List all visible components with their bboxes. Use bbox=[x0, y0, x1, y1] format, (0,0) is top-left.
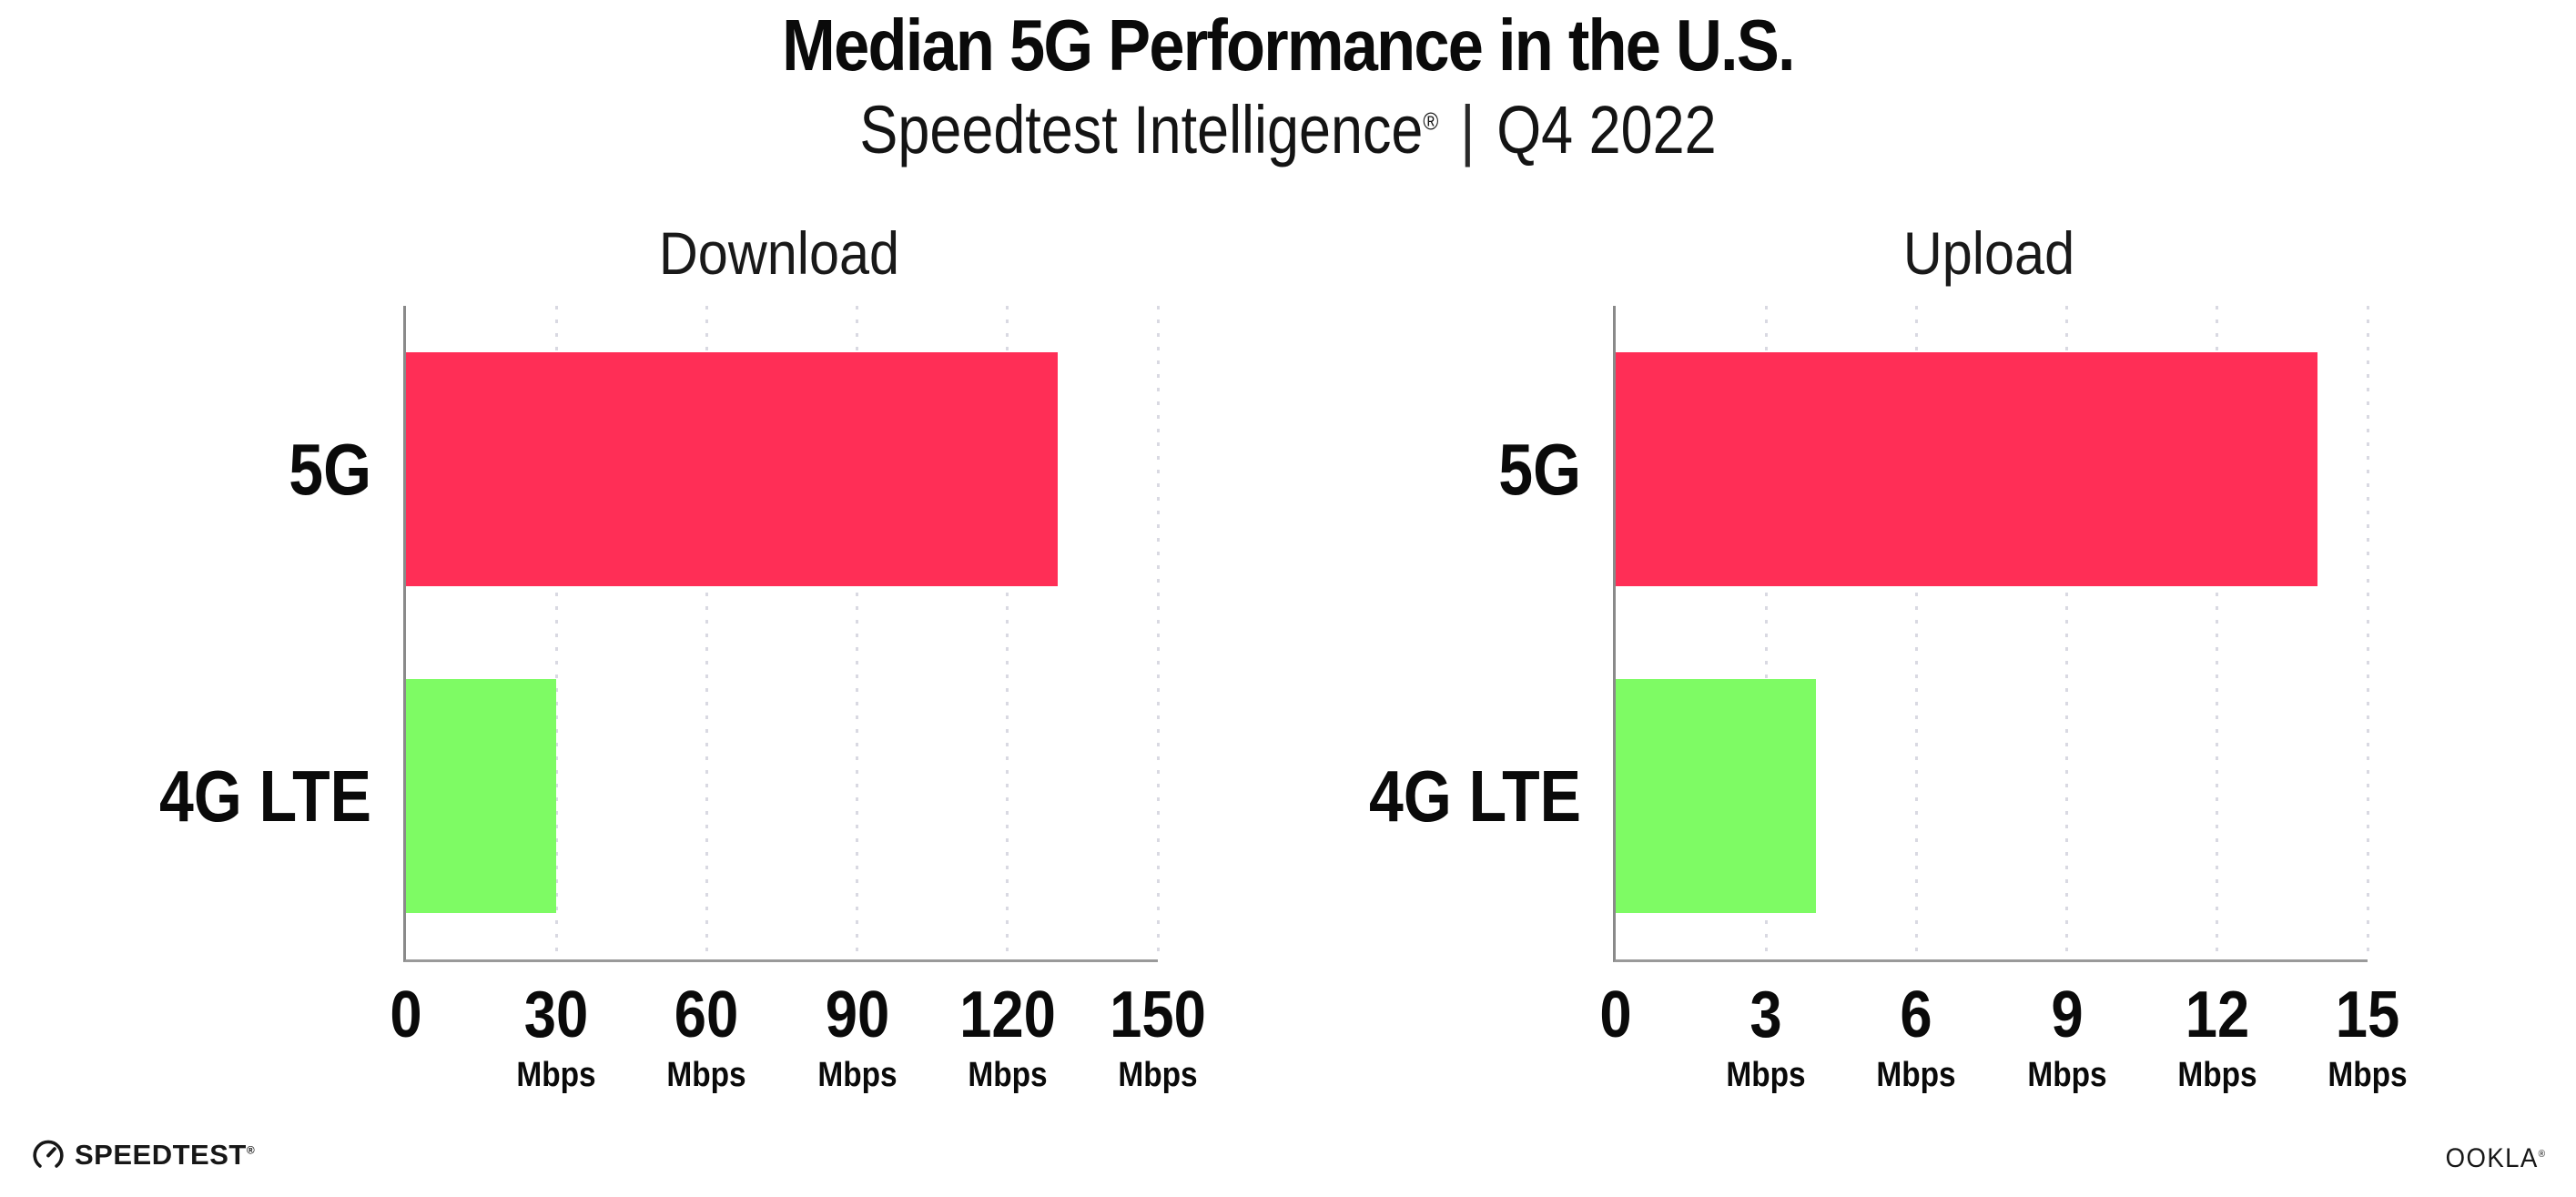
subtitle-period: Q4 2022 bbox=[1496, 92, 1717, 167]
x-tick-value: 0 bbox=[390, 979, 422, 1051]
x-tick-12: 12 Mbps bbox=[2153, 982, 2281, 1095]
ookla-reg-icon: ® bbox=[2538, 1149, 2546, 1160]
gridline-120 bbox=[1006, 306, 1009, 959]
bar-4g-lte-upload bbox=[1616, 679, 1817, 913]
gridline-9 bbox=[2065, 306, 2069, 959]
x-tick-unit: Mbps bbox=[1726, 1056, 1806, 1094]
x-tick-unit: Mbps bbox=[2026, 1056, 2107, 1094]
ookla-label: OOKLA bbox=[2445, 1143, 2539, 1173]
x-tick-3: 3 Mbps bbox=[1702, 982, 1831, 1095]
bar-5g-download bbox=[406, 352, 1058, 586]
bar-4g-lte-download bbox=[406, 679, 557, 913]
panel-title-upload: Upload bbox=[1902, 219, 2075, 287]
gridline-60 bbox=[705, 306, 708, 959]
plot-area-upload: 0 3 Mbps 6 Mbps 9 Mbps 12 Mbps 15 Mbps 5G 4G LTE bbox=[1369, 306, 2408, 1094]
x-tick-value: 9 bbox=[2050, 979, 2084, 1051]
gridline-30 bbox=[554, 306, 558, 959]
category-label-5g: 5G bbox=[1498, 428, 1581, 510]
x-tick-value: 60 bbox=[674, 979, 739, 1051]
x-tick-unit: Mbps bbox=[2328, 1056, 2408, 1094]
x-tick-value: 12 bbox=[2185, 979, 2250, 1051]
x-tick-value: 90 bbox=[825, 979, 889, 1051]
chart-subtitle: Speedtest Intelligence® | Q4 2022 bbox=[193, 91, 2383, 168]
chart-title: Median 5G Performance in the U.S. bbox=[782, 5, 1795, 86]
x-tick-unit: Mbps bbox=[516, 1056, 596, 1094]
x-tick-9: 9 Mbps bbox=[2003, 982, 2131, 1095]
x-tick-6: 6 Mbps bbox=[1852, 982, 1981, 1095]
x-tick-15: 15 Mbps bbox=[2304, 982, 2432, 1095]
x-tick-value: 3 bbox=[1749, 979, 1782, 1051]
ookla-logo: OOKLA® bbox=[2445, 1143, 2546, 1174]
gridline-15 bbox=[2366, 306, 2369, 959]
x-tick-value: 6 bbox=[1900, 979, 1933, 1051]
x-tick-0: 0 bbox=[1552, 982, 1680, 1048]
speedtest-logo: SPEEDTEST® bbox=[32, 1138, 255, 1172]
x-tick-value: 120 bbox=[958, 979, 1056, 1051]
x-tick-60: 60 Mbps bbox=[643, 982, 771, 1095]
x-tick-150: 150 Mbps bbox=[1094, 982, 1222, 1095]
category-label-4g-lte: 4G LTE bbox=[159, 755, 371, 837]
x-tick-value: 30 bbox=[523, 979, 589, 1051]
x-tick-value: 150 bbox=[1110, 979, 1206, 1051]
x-tick-unit: Mbps bbox=[816, 1056, 898, 1094]
gridline-3 bbox=[1764, 306, 1768, 959]
registered-trademark-icon: ® bbox=[1423, 107, 1439, 136]
x-tick-0: 0 bbox=[342, 982, 471, 1048]
x-tick-unit: Mbps bbox=[968, 1056, 1048, 1094]
speedtest-reg-icon: ® bbox=[246, 1143, 256, 1157]
subtitle-separator: | bbox=[1460, 92, 1476, 167]
x-tick-unit: Mbps bbox=[1876, 1056, 1957, 1094]
plot-area-download: 0 30 Mbps 60 Mbps 90 Mbps 120 Mbps 150 Mbps 5G 4G LT… bbox=[159, 306, 1206, 1094]
category-label-5g: 5G bbox=[289, 428, 371, 510]
x-tick-30: 30 Mbps bbox=[492, 982, 621, 1095]
category-label-4g-lte: 4G LTE bbox=[1369, 755, 1581, 837]
x-tick-unit: Mbps bbox=[1118, 1056, 1198, 1094]
x-tick-90: 90 Mbps bbox=[793, 982, 921, 1095]
x-tick-120: 120 Mbps bbox=[943, 982, 1071, 1095]
x-tick-value: 15 bbox=[2335, 979, 2400, 1051]
panel-title-download: Download bbox=[658, 219, 900, 287]
speedtest-label: SPEEDTEST® bbox=[75, 1139, 256, 1171]
gridline-12 bbox=[2216, 306, 2219, 959]
gridline-6 bbox=[1914, 306, 1918, 959]
bar-5g-upload bbox=[1616, 352, 2317, 586]
x-tick-value: 0 bbox=[1599, 979, 1632, 1051]
subtitle-brand: Speedtest Intelligence bbox=[859, 92, 1424, 167]
gridline-150 bbox=[1156, 306, 1160, 959]
x-tick-unit: Mbps bbox=[2177, 1056, 2257, 1094]
speedtest-gauge-icon bbox=[33, 1140, 64, 1168]
gridline-90 bbox=[856, 306, 859, 959]
x-tick-unit: Mbps bbox=[666, 1056, 747, 1094]
